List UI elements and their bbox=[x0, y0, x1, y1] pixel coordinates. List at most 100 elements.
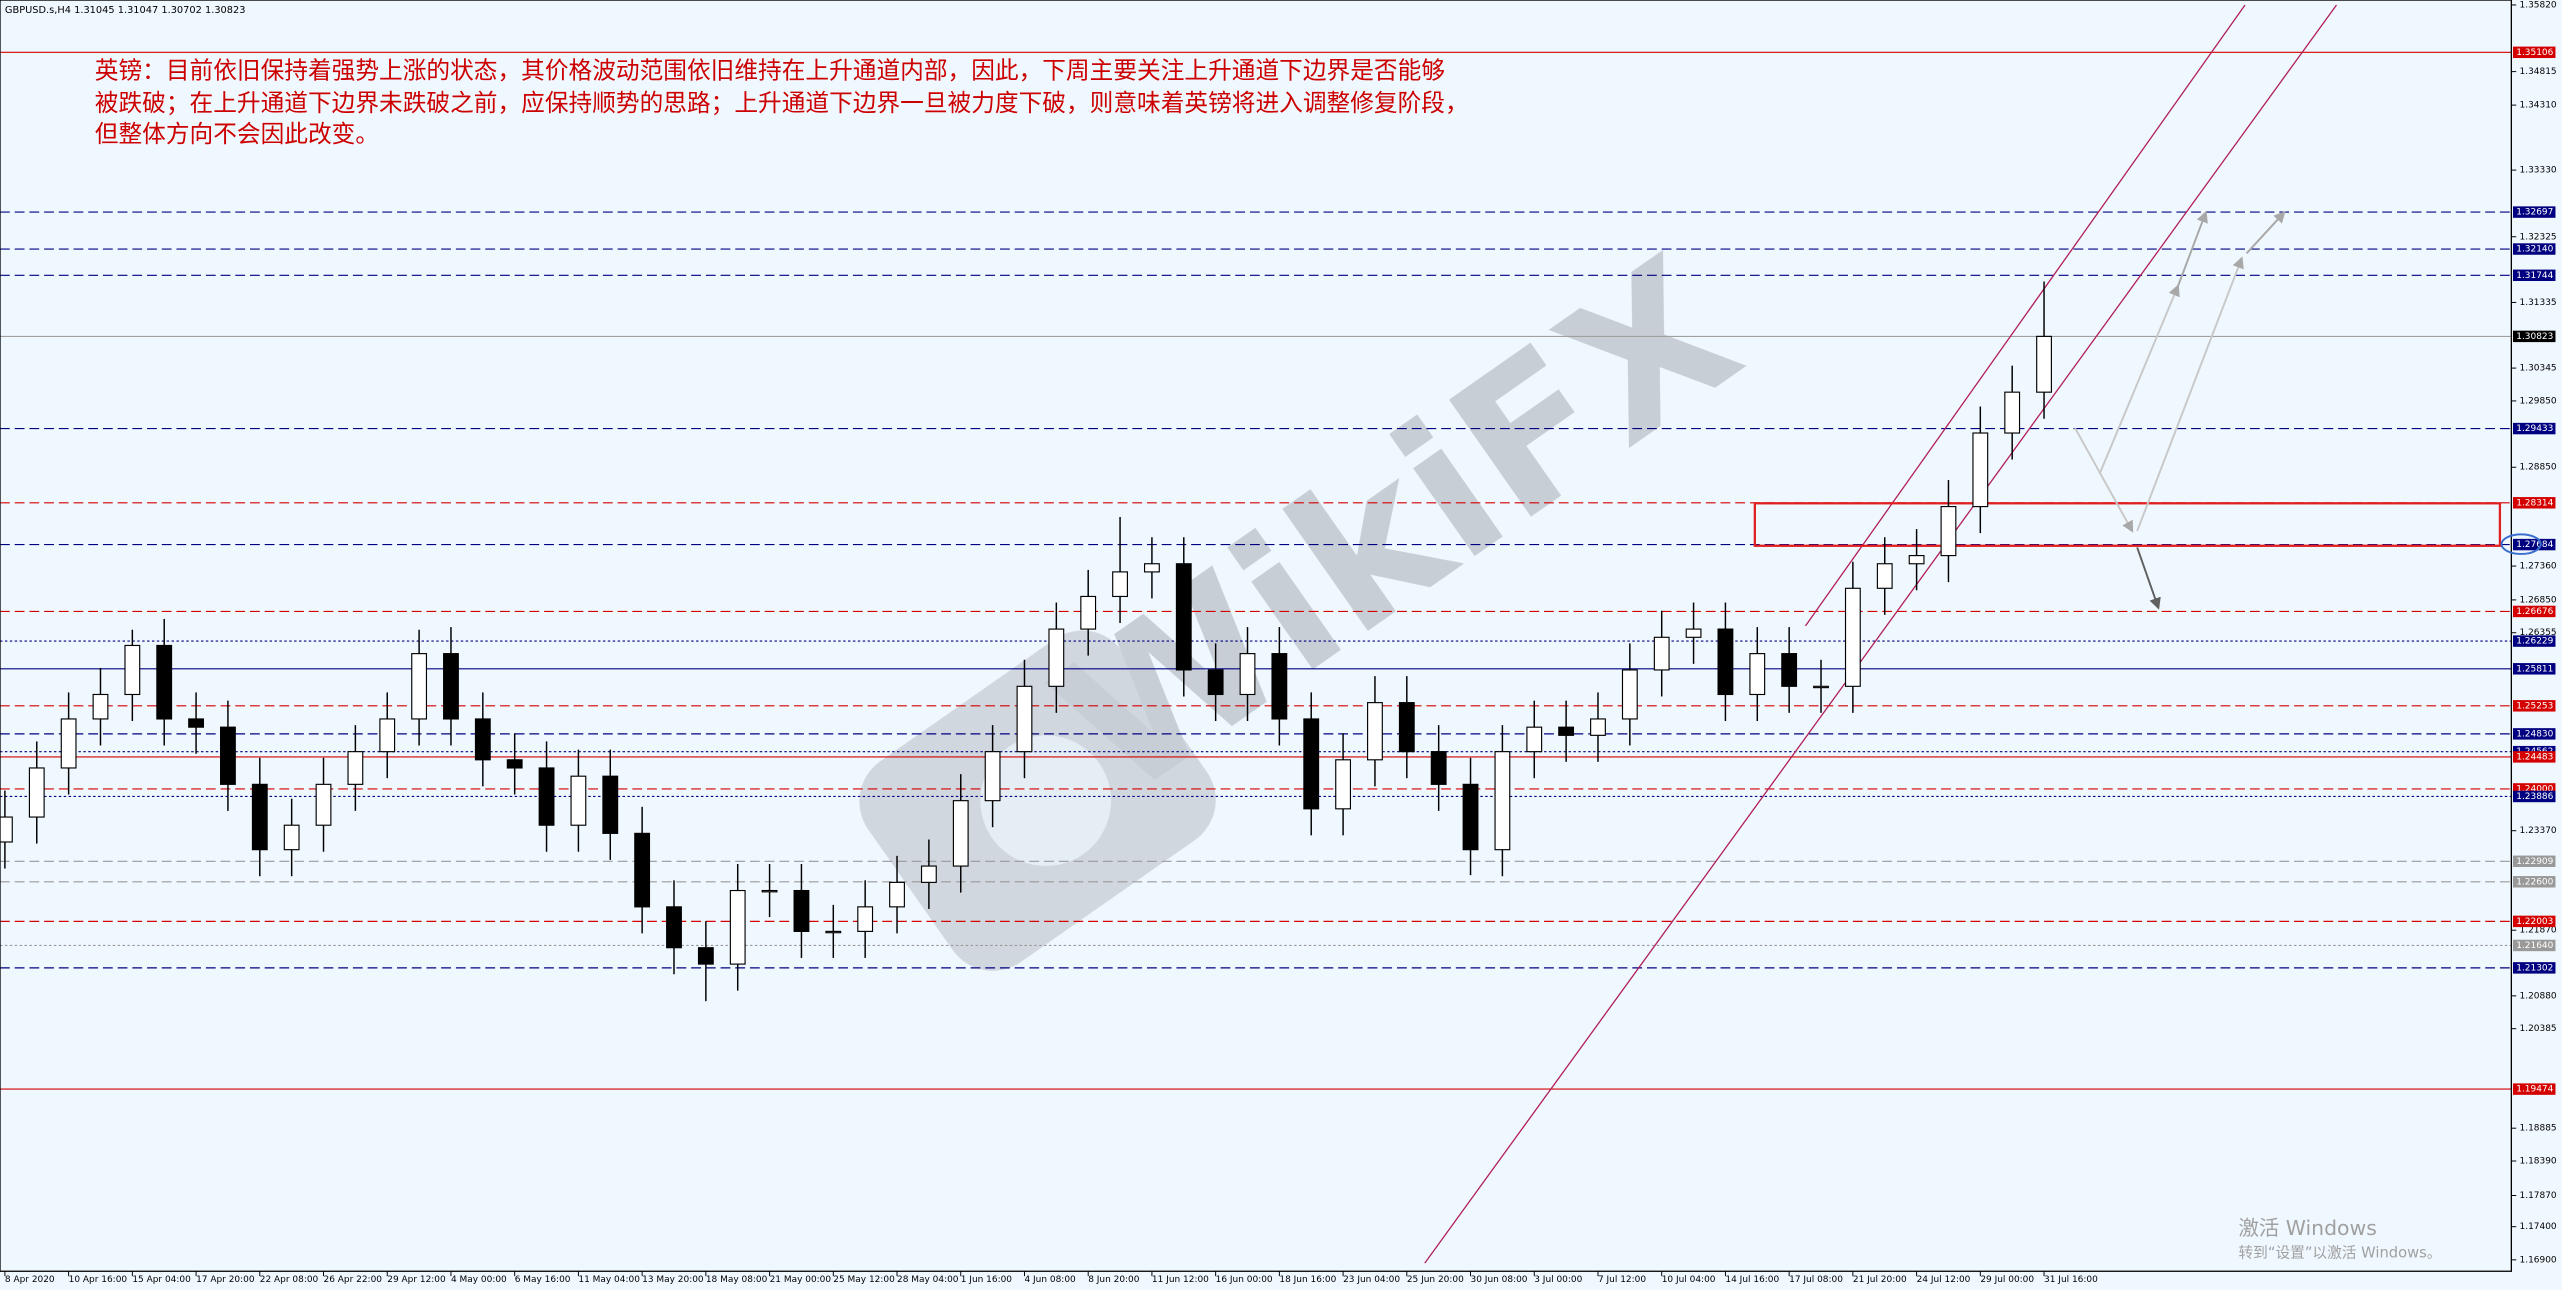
level-label: 1.29433 bbox=[2516, 424, 2553, 434]
level-label: 1.30823 bbox=[2516, 332, 2553, 342]
level-label: 1.23886 bbox=[2516, 792, 2553, 802]
candle-body bbox=[634, 832, 651, 908]
y-tick-label: 1.17870 bbox=[2520, 1191, 2557, 1201]
x-tick-label: 7 Jul 12:00 bbox=[1598, 1275, 1646, 1285]
channel-upper bbox=[1804, 4, 2246, 627]
y-tick-label: 1.16900 bbox=[2520, 1255, 2557, 1265]
level-label: 1.27684 bbox=[2516, 540, 2553, 550]
forecast-arrows bbox=[2074, 210, 2286, 610]
candle-body bbox=[697, 947, 714, 965]
y-tick-label: 1.35820 bbox=[2520, 0, 2557, 10]
y-tick-label: 1.34815 bbox=[2520, 67, 2557, 77]
x-tick-label: 29 Jul 00:00 bbox=[1980, 1275, 2034, 1285]
x-tick-label: 8 Apr 2020 bbox=[5, 1275, 55, 1285]
y-tick-label: 1.26850 bbox=[2520, 595, 2557, 605]
candle-body bbox=[920, 865, 937, 883]
x-tick-label: 21 May 00:00 bbox=[770, 1275, 832, 1285]
level-label-box bbox=[2512, 939, 2556, 952]
x-tick-label: 17 Jul 08:00 bbox=[1789, 1275, 1843, 1285]
x-tick-label: 10 Apr 16:00 bbox=[69, 1275, 128, 1285]
level-label: 1.32140 bbox=[2516, 245, 2553, 255]
candle-body bbox=[1430, 751, 1447, 785]
candle-body bbox=[156, 644, 173, 720]
candle-body bbox=[952, 800, 969, 867]
zone-box bbox=[1753, 502, 2502, 547]
x-tick-label: 11 May 04:00 bbox=[578, 1275, 640, 1285]
candle-body bbox=[1080, 595, 1097, 630]
level-label-box bbox=[2512, 206, 2556, 218]
arrow bbox=[2098, 284, 2180, 475]
candle-body bbox=[1972, 432, 1989, 508]
candle-body bbox=[1558, 726, 1575, 736]
arrow bbox=[2074, 427, 2134, 533]
x-tick-label: 13 May 20:00 bbox=[642, 1275, 704, 1285]
candle-body bbox=[283, 824, 300, 851]
y-tick-label: 1.17400 bbox=[2520, 1222, 2557, 1232]
y-tick-label: 1.23370 bbox=[2520, 826, 2557, 836]
annotation-line: 被跌破；在上升通道下边界未跌破之前，应保持顺势的思路；上升通道下边界一旦被力度下… bbox=[95, 89, 1469, 117]
candle-body bbox=[1462, 783, 1479, 851]
y-tick-label: 1.27360 bbox=[2520, 562, 2557, 572]
level-label-box bbox=[2512, 700, 2556, 712]
candle-body bbox=[0, 816, 13, 843]
candle-body bbox=[411, 653, 428, 720]
level-label: 1.19474 bbox=[2516, 1085, 2553, 1095]
level-label-box bbox=[2512, 962, 2556, 974]
candle-body bbox=[2004, 391, 2021, 434]
x-tick-label: 25 May 12:00 bbox=[833, 1275, 895, 1285]
watermark-logo-inner bbox=[980, 735, 1112, 867]
level-label-box bbox=[2512, 663, 2556, 675]
candle-body bbox=[1749, 653, 1766, 696]
windows-activation-hint: 转到“设置”以激活 Windows。 bbox=[2238, 1244, 2441, 1261]
arrow bbox=[2136, 256, 2244, 532]
x-tick-label: 6 May 16:00 bbox=[515, 1275, 571, 1285]
arrow bbox=[2177, 210, 2208, 287]
x-tick-label: 8 Jun 20:00 bbox=[1088, 1275, 1140, 1285]
plot-border bbox=[0, 0, 2513, 1272]
candle-body bbox=[1940, 506, 1957, 557]
candle-body bbox=[889, 881, 905, 908]
candle-body bbox=[793, 889, 810, 932]
level-label-box bbox=[2512, 728, 2556, 740]
level-label: 1.26229 bbox=[2516, 637, 2553, 647]
candle-body bbox=[251, 783, 268, 851]
x-tick-label: 18 May 08:00 bbox=[706, 1275, 768, 1285]
level-label: 1.28314 bbox=[2516, 498, 2553, 508]
x-tick-label: 29 Apr 12:00 bbox=[387, 1275, 446, 1285]
candle-body bbox=[506, 759, 523, 769]
candle-body bbox=[1112, 571, 1128, 598]
arrow bbox=[2136, 547, 2161, 610]
candle-body bbox=[379, 718, 396, 753]
candle-body bbox=[1781, 653, 1798, 687]
y-tick-label: 1.34310 bbox=[2520, 101, 2557, 111]
x-tick-label: 21 Jul 20:00 bbox=[1853, 1275, 1907, 1285]
candle-body bbox=[2036, 335, 2052, 393]
level-label-box bbox=[2512, 855, 2556, 868]
levels bbox=[0, 51, 2512, 1090]
level-label: 1.25811 bbox=[2516, 664, 2553, 674]
level-label: 1.26676 bbox=[2516, 607, 2553, 617]
candle-body bbox=[443, 653, 459, 720]
level-label: 1.24000 bbox=[2516, 784, 2553, 794]
x-tick-label: 4 May 00:00 bbox=[451, 1275, 507, 1285]
y-tick-label: 1.33330 bbox=[2520, 166, 2557, 176]
arrow bbox=[2245, 211, 2286, 254]
candle-body bbox=[1335, 759, 1352, 810]
y-tick-label: 1.30345 bbox=[2520, 364, 2557, 374]
level-label-box bbox=[2512, 538, 2556, 551]
level-label-box bbox=[2512, 269, 2556, 282]
level-label-box bbox=[2512, 876, 2556, 888]
candle-body bbox=[1303, 718, 1320, 810]
level-label-box bbox=[2512, 783, 2556, 795]
x-tick-label: 14 Jul 16:00 bbox=[1725, 1275, 1779, 1285]
y-tick-label: 1.31335 bbox=[2520, 298, 2557, 308]
candle-body bbox=[761, 889, 778, 893]
x-tick-label: 15 Apr 04:00 bbox=[132, 1275, 191, 1285]
level-label: 1.22600 bbox=[2516, 877, 2553, 887]
level-label-box bbox=[2512, 1083, 2556, 1095]
level-label: 1.24830 bbox=[2516, 729, 2553, 739]
level-label: 1.25253 bbox=[2516, 701, 2553, 711]
candle-body bbox=[825, 930, 842, 934]
level-label: 1.32697 bbox=[2516, 208, 2553, 218]
